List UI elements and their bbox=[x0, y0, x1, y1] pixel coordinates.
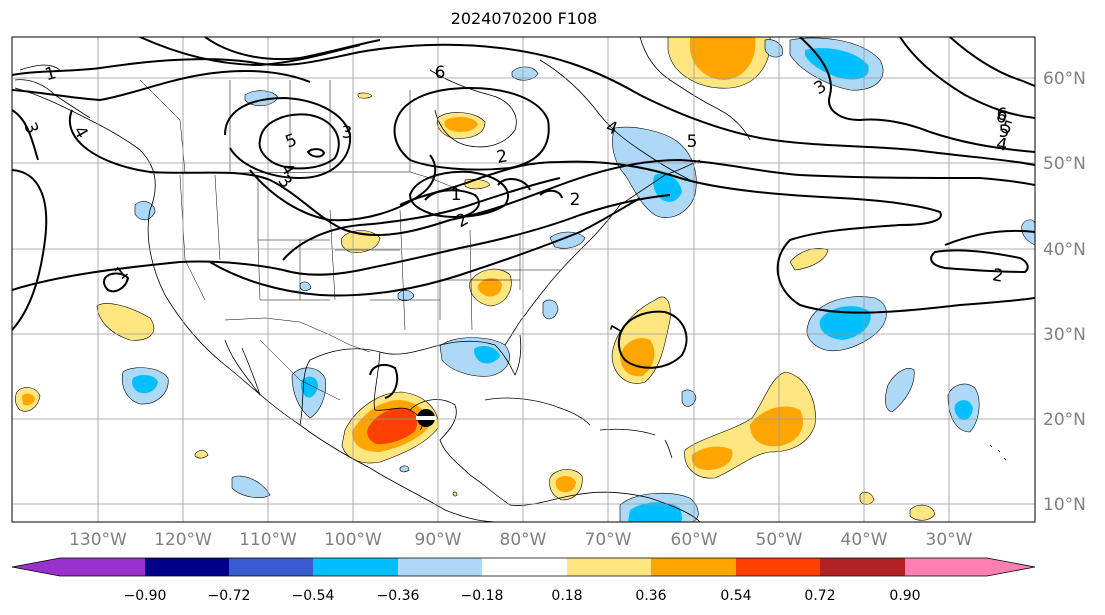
anomaly-positive bbox=[96, 303, 155, 341]
anomaly-strong-positive bbox=[367, 407, 418, 445]
colorbar-tick: 0.36 bbox=[635, 588, 666, 604]
contour-label: 4 bbox=[995, 134, 1009, 156]
anomaly-positive-core bbox=[477, 278, 502, 297]
colorbar-bin bbox=[60, 558, 145, 576]
anomaly-positive bbox=[357, 92, 373, 99]
lat-label: 50°N bbox=[1043, 154, 1086, 174]
colorbar-bin bbox=[145, 558, 229, 576]
colorbar-tick: −0.54 bbox=[292, 588, 335, 604]
anomaly-positive-core bbox=[22, 393, 35, 406]
anomaly-negative bbox=[885, 368, 915, 413]
colorbar-bin bbox=[229, 558, 313, 576]
lat-label: 40°N bbox=[1043, 240, 1086, 260]
anomaly-negative bbox=[549, 231, 586, 249]
anomaly-positive bbox=[452, 491, 458, 497]
colorbar-bin bbox=[313, 558, 398, 576]
colorbar-tick: −0.18 bbox=[461, 588, 504, 604]
anomaly-positive bbox=[789, 248, 829, 271]
anomaly-negative bbox=[439, 337, 510, 377]
colorbar-tick: −0.36 bbox=[377, 588, 420, 604]
anomaly-negative bbox=[542, 299, 559, 320]
map-title: 2024070200 F108 bbox=[450, 9, 598, 28]
anomaly-positive-core bbox=[444, 116, 478, 132]
anomaly-positive-core bbox=[691, 446, 733, 470]
anomaly-negative-core bbox=[301, 376, 318, 398]
latitude-labels: 60°N 50°N 40°N 30°N 20°N 10°N bbox=[1043, 69, 1086, 515]
anomaly-negative bbox=[134, 201, 156, 221]
anomaly-negative-core bbox=[474, 345, 500, 364]
colorbar-bin bbox=[567, 558, 651, 576]
colorbar-extend-low bbox=[12, 558, 60, 576]
lon-label: 120°W bbox=[154, 530, 212, 550]
anomaly-positive-core bbox=[750, 406, 804, 447]
lon-label: 70°W bbox=[585, 530, 632, 550]
lon-label: 100°W bbox=[324, 530, 382, 550]
colorbar-extend-high bbox=[987, 558, 1035, 576]
anomaly-negative bbox=[299, 281, 312, 291]
anomaly-negative-core bbox=[653, 173, 682, 202]
contour-label: 2 bbox=[495, 146, 509, 168]
lat-label: 30°N bbox=[1043, 325, 1086, 345]
anomaly-negative-core bbox=[954, 400, 973, 420]
colorbar-tick-labels: −0.90 −0.72 −0.54 −0.36 −0.18 0.18 0.36 … bbox=[124, 588, 921, 604]
lon-label: 80°W bbox=[500, 530, 547, 550]
lat-label: 60°N bbox=[1043, 69, 1086, 89]
anomaly-negative bbox=[764, 39, 783, 58]
lon-label: 40°W bbox=[841, 530, 888, 550]
lat-label: 20°N bbox=[1043, 410, 1086, 430]
lon-label: 30°W bbox=[926, 530, 973, 550]
lon-label: 130°W bbox=[69, 530, 127, 550]
contour-label: 3 bbox=[342, 123, 353, 143]
contour-label: 1 bbox=[43, 63, 59, 85]
map-panel bbox=[12, 37, 1035, 522]
colorbar-tick: 0.54 bbox=[720, 588, 751, 604]
tropical-cyclone-marker bbox=[416, 409, 436, 427]
colorbar-bin bbox=[398, 558, 482, 576]
anomaly-positive-core bbox=[555, 476, 576, 493]
anomaly-negative-core bbox=[628, 502, 683, 522]
height-contours bbox=[12, 37, 1035, 399]
anomaly-negative bbox=[681, 389, 697, 407]
anomaly-positive bbox=[194, 450, 209, 459]
contour-label: 2 bbox=[991, 265, 1005, 287]
anomaly-fills bbox=[15, 37, 1035, 522]
anomaly-negative bbox=[511, 66, 539, 81]
colorbar-bin bbox=[736, 558, 820, 576]
colorbar-bin bbox=[651, 558, 736, 576]
map-frame bbox=[11, 36, 1036, 523]
anomaly-positive bbox=[909, 504, 936, 521]
contour-label: 6 bbox=[997, 105, 1008, 125]
lon-label: 50°W bbox=[756, 530, 803, 550]
lon-label: 90°W bbox=[415, 530, 462, 550]
anomaly-positive bbox=[859, 491, 875, 505]
colorbar-tick: −0.90 bbox=[124, 588, 167, 604]
colorbar-outline bbox=[11, 557, 1036, 577]
lon-label: 60°W bbox=[671, 530, 718, 550]
longitude-labels: 130°W 120°W 110°W 100°W 90°W 80°W 70°W 6… bbox=[69, 530, 973, 550]
colorbar-tick: 0.18 bbox=[551, 588, 582, 604]
anomaly-negative bbox=[1021, 219, 1035, 246]
colorbar-tick: 0.72 bbox=[804, 588, 835, 604]
contour-label: 5 bbox=[999, 122, 1010, 142]
contour-label: 2 bbox=[570, 190, 581, 210]
colorbar-bin bbox=[482, 558, 567, 576]
anomaly-negative-core bbox=[819, 306, 871, 340]
colorbar-bin bbox=[820, 558, 905, 576]
colorbar-bin bbox=[905, 558, 987, 576]
anomaly-negative bbox=[399, 465, 410, 473]
anomaly-negative-core bbox=[132, 374, 158, 394]
colorbar-tick: −0.72 bbox=[208, 588, 251, 604]
lat-label: 10°N bbox=[1043, 495, 1086, 515]
anomaly-negative-core bbox=[805, 48, 869, 80]
colorbar bbox=[11, 557, 1036, 577]
contour-label: 1 bbox=[451, 185, 462, 205]
contour-label: 5 bbox=[687, 132, 698, 152]
colorbar-tick: 0.90 bbox=[889, 588, 920, 604]
anomaly-negative bbox=[231, 475, 271, 498]
lon-label: 110°W bbox=[239, 530, 297, 550]
contour-label: 6 bbox=[435, 63, 446, 83]
anomaly-positive-core bbox=[690, 37, 756, 80]
